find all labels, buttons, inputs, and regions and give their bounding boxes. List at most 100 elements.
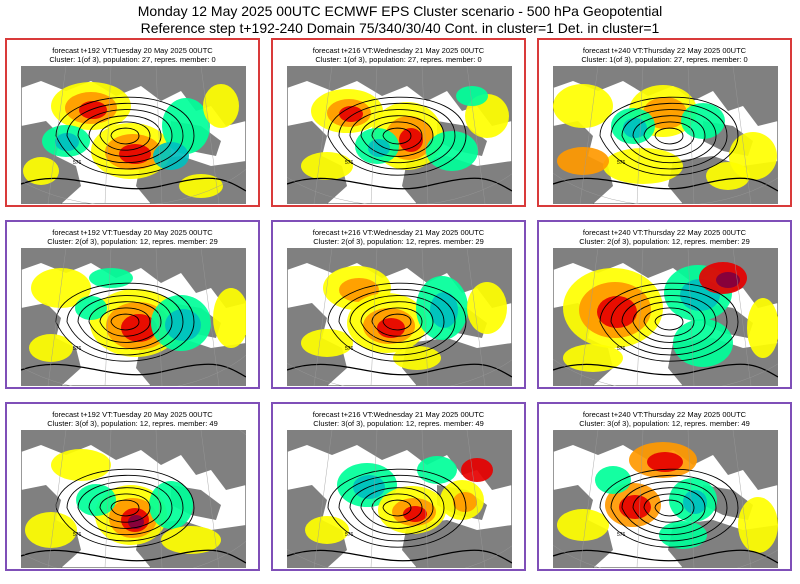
anomaly-blob (603, 148, 683, 184)
geopotential-contour (66, 102, 184, 170)
anomaly-blob (716, 272, 740, 288)
graticule-line (313, 248, 333, 386)
anomaly-blob (557, 147, 609, 175)
panel-cluster2-t216: forecast t+216 VT:Wednesday 21 May 2025 … (271, 220, 526, 389)
geopotential-contour (55, 282, 195, 362)
panel-cluster-label: Cluster: 3(of 3), population: 12, repres… (47, 419, 218, 428)
anomaly-blob (203, 84, 239, 128)
panel-forecast-label: forecast t+240 VT:Thursday 22 May 2025 0… (582, 228, 747, 237)
contour-value-label: 576 (73, 160, 82, 166)
geopotential-contour (55, 96, 195, 176)
anomaly-blob (213, 288, 246, 348)
graticule-line (687, 66, 695, 204)
map-geopotential: 576 (287, 66, 512, 204)
contour-value-label: 576 (617, 532, 626, 538)
map-canvas: 576 (287, 66, 512, 204)
anomaly-blob (706, 162, 750, 190)
anomaly-blob (162, 98, 210, 154)
graticule-line (104, 430, 112, 568)
geopotential-contour (654, 499, 684, 517)
geopotential-contour (654, 127, 684, 145)
panel-forecast-label: forecast t+216 VT:Wednesday 21 May 2025 … (312, 410, 485, 419)
graticule-line (466, 66, 486, 204)
graticule-line (200, 66, 220, 204)
map-canvas: 576 (553, 248, 778, 386)
anomaly-blob (29, 334, 73, 362)
anomaly-blob (76, 484, 116, 516)
landmass-arctic (21, 430, 246, 490)
map-geopotential: 576 (21, 66, 246, 204)
geopotential-contour (632, 487, 706, 529)
geopotential-contour (99, 121, 151, 151)
geopotential-contour (654, 313, 684, 331)
geopotential-contour (632, 301, 706, 343)
graticule-line (47, 430, 67, 568)
graticule-line (370, 248, 378, 386)
panel-cluster1-t240: forecast t+240 VT:Thursday 22 May 2025 0… (537, 38, 792, 207)
geopotential-contour (327, 282, 467, 362)
anomaly-blob (399, 128, 423, 152)
landmass-arctic (287, 248, 512, 308)
anomaly-blob (456, 86, 488, 106)
anomaly-blob (417, 456, 457, 484)
geopotential-contour (610, 288, 728, 356)
geopotential-contour (382, 499, 412, 517)
geopotential-contour (621, 109, 717, 164)
panel-cluster-label: Cluster: 2(of 3), population: 12, repres… (313, 237, 484, 246)
anomaly-blob (557, 509, 609, 541)
figure-title: Monday 12 May 2025 00UTC ECMWF EPS Clust… (137, 3, 663, 19)
geopotential-contour (643, 493, 695, 523)
anomaly-blob (738, 497, 778, 553)
geopotential-contour-thick (287, 363, 512, 378)
anomaly-blob (393, 346, 441, 370)
contour-value-label: 576 (617, 160, 626, 166)
anomaly-blob (179, 174, 223, 198)
anomaly-blob (128, 515, 144, 529)
graticule-line (732, 248, 752, 386)
contour-value-label: 576 (617, 346, 626, 352)
panel-cluster3-t192: forecast t+192 VT:Tuesday 20 May 2025 00… (5, 402, 260, 571)
graticule-line (466, 248, 486, 386)
anomaly-blob (79, 101, 107, 119)
graticule-line (313, 66, 333, 204)
geopotential-contour (371, 493, 423, 523)
landmass-arctic (287, 430, 512, 490)
map-geopotential: 576 (21, 430, 246, 568)
geopotential-contour (382, 127, 412, 145)
geopotential-contour (327, 468, 467, 548)
graticule-line (687, 430, 695, 568)
graticule-line (370, 66, 378, 204)
map-geopotential: 576 (287, 430, 512, 568)
anomaly-blob (619, 495, 651, 519)
geopotential-contour (349, 295, 445, 350)
panel-cluster-label: Cluster: 1(of 3), population: 27, repres… (581, 55, 748, 64)
panel-cluster-label: Cluster: 2(of 3), population: 12, repres… (579, 237, 750, 246)
panel-cluster-label: Cluster: 3(of 3), population: 12, repres… (313, 419, 484, 428)
geopotential-contour (66, 474, 184, 542)
geopotential-contour (610, 474, 728, 542)
graticule-line (732, 430, 752, 568)
map-geopotential: 576 (287, 248, 512, 386)
map-geopotential: 576 (553, 430, 778, 568)
map-geopotential: 576 (21, 248, 246, 386)
geopotential-contour (371, 121, 423, 151)
geopotential-contour (110, 313, 140, 331)
graticule-line (421, 66, 429, 204)
graticule-line (732, 66, 752, 204)
landmass-arctic (21, 248, 246, 308)
panel-cluster-label: Cluster: 1(of 3), population: 27, repres… (49, 55, 216, 64)
geopotential-contour (77, 109, 173, 164)
geopotential-contour (338, 288, 456, 356)
geopotential-contour (338, 474, 456, 542)
geopotential-contour (349, 109, 445, 164)
graticule-line (155, 430, 163, 568)
anomaly-blob (461, 458, 493, 482)
geopotential-contour-thick (553, 177, 778, 192)
anomaly-blob (403, 506, 427, 522)
panel-forecast-label: forecast t+216 VT:Wednesday 21 May 2025 … (312, 46, 485, 55)
graticule-line (104, 248, 112, 386)
map-canvas: 576 (553, 66, 778, 204)
anomaly-blob (597, 296, 637, 328)
graticule-line (47, 248, 67, 386)
anomaly-blob (683, 490, 707, 514)
